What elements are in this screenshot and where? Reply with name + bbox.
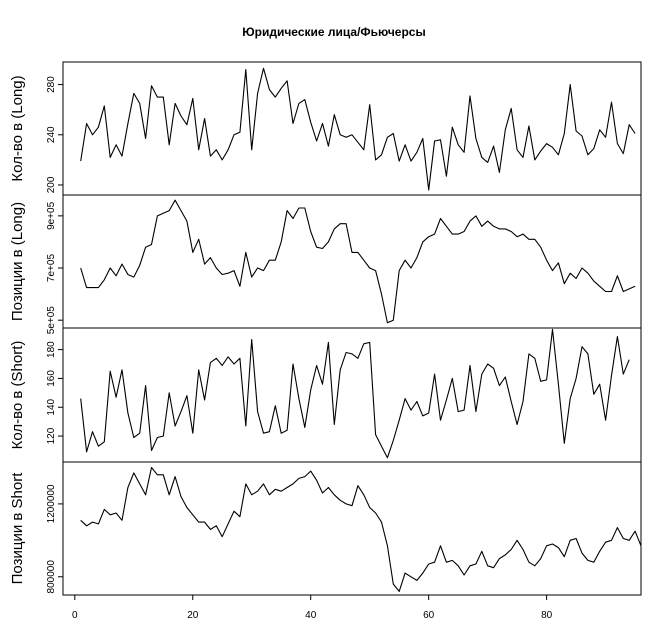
- x-tick-label: 60: [423, 610, 435, 621]
- x-tick-label: 20: [187, 610, 199, 621]
- chart-title: Юридические лица/Фьючерсы: [242, 25, 425, 39]
- x-tick-label: 0: [72, 610, 78, 621]
- series-line: [80, 67, 636, 191]
- x-axis: 0 20 40 60 80: [72, 595, 553, 621]
- x-tick-label: 40: [305, 610, 317, 621]
- y-tick-label: 140: [46, 398, 57, 415]
- y-tick-label: 160: [46, 370, 57, 387]
- series-line: [80, 328, 630, 459]
- panel-3: 120 140 160 180 Кол-во в (Short): [9, 327, 642, 463]
- y-tick-label: 7e+05: [46, 254, 57, 283]
- series-line: [80, 466, 642, 592]
- y-axis-label: Позиции в Short: [9, 472, 26, 585]
- plot-panels: 200 240 280 Кол-во в (Long) 5e+05 7e+05 9e+05 П…: [9, 61, 642, 596]
- panel-2: 5e+05 7e+05 9e+05 Позиции в (Long): [9, 194, 642, 335]
- y-tick-label: 9e+05: [46, 201, 57, 230]
- y-tick-label: 800000: [46, 560, 57, 594]
- y-tick-label: 200: [46, 176, 57, 193]
- panel-frame: [62, 194, 642, 329]
- y-axis-label: Кол-во в (Short): [9, 341, 26, 450]
- panel-frame: [62, 461, 642, 596]
- y-tick-label: 280: [46, 76, 57, 93]
- y-axis-label: Кол-во в (Long): [9, 75, 26, 181]
- panel-frame: [62, 61, 642, 196]
- y-tick-label: 120: [46, 427, 57, 444]
- y-tick-label: 1200000: [46, 484, 57, 523]
- y-tick-label: 180: [46, 341, 57, 358]
- series-line: [80, 199, 636, 324]
- panel-4: 800000 1200000 Позиции в Short: [9, 461, 642, 596]
- y-tick-label: 5e+05: [46, 306, 57, 335]
- x-tick-label: 80: [541, 610, 553, 621]
- y-axis-label: Позиции в (Long): [9, 202, 26, 321]
- panel-1: 200 240 280 Кол-во в (Long): [9, 61, 642, 196]
- y-tick-label: 240: [46, 126, 57, 143]
